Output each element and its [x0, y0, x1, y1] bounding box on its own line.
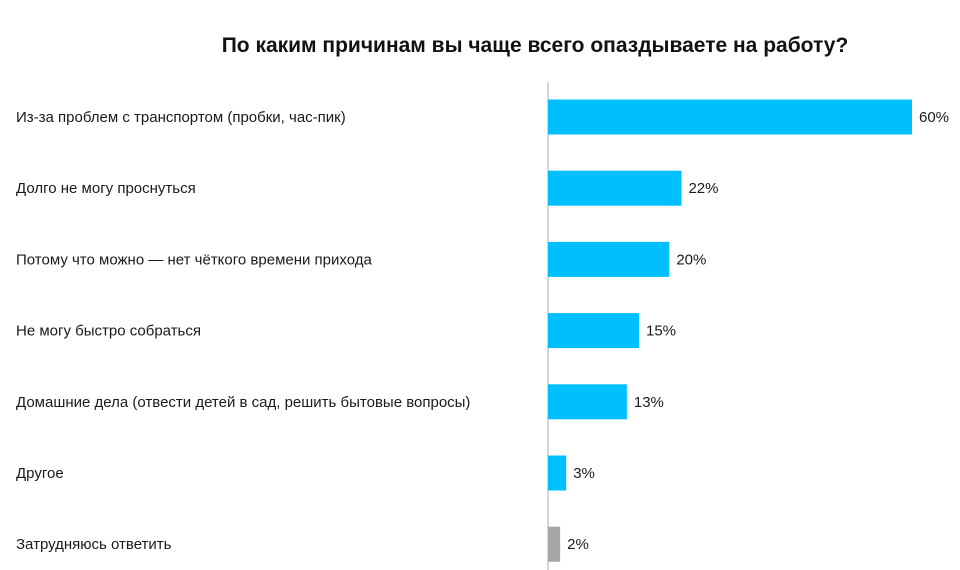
bar: [548, 99, 912, 135]
category-label: Домашние дела (отвести детей в сад, реши…: [16, 394, 470, 411]
bar: [548, 313, 639, 349]
category-label: Долго не могу проснуться: [16, 180, 196, 197]
value-label: 60%: [919, 109, 949, 126]
category-label: Другое: [16, 465, 64, 482]
value-label: 15%: [646, 323, 676, 340]
value-label: 20%: [676, 251, 706, 268]
value-label: 22%: [688, 180, 718, 197]
bar: [548, 170, 682, 206]
category-label: Из-за проблем с транспортом (пробки, час…: [16, 109, 346, 126]
chart-title: По каким причинам вы чаще всего опаздыва…: [221, 34, 849, 57]
value-label: 13%: [634, 394, 664, 411]
category-label: Затрудняюсь ответить: [16, 536, 172, 553]
value-label: 3%: [573, 465, 595, 482]
bars-group: Из-за проблем с транспортом (пробки, час…: [16, 99, 949, 562]
category-label: Не могу быстро собраться: [16, 323, 201, 340]
category-label: Потому что можно — нет чёткого времени п…: [16, 251, 372, 268]
bar: [548, 526, 561, 562]
bar: [548, 384, 627, 420]
bar: [548, 241, 670, 277]
value-label: 2%: [567, 536, 589, 553]
bar: [548, 455, 567, 491]
